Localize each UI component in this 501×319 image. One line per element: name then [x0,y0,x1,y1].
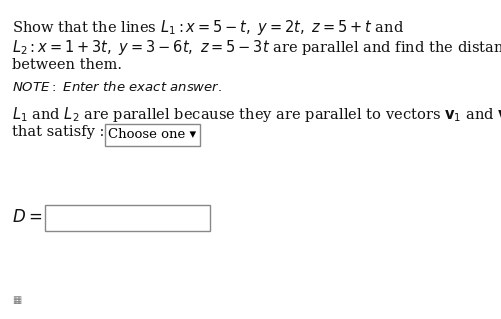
Text: ▦: ▦ [12,295,21,305]
Text: $L_2 : x = 1 + 3t,\ y = 3 - 6t,\ z = 5 - 3t$ are parallel and find the distance: $L_2 : x = 1 + 3t,\ y = 3 - 6t,\ z = 5 -… [12,38,501,57]
Text: between them.: between them. [12,58,122,72]
Text: $\mathit{NOTE{:}\ Enter\ the\ exact\ answer.}$: $\mathit{NOTE{:}\ Enter\ the\ exact\ ans… [12,80,222,94]
Text: that satisfy :: that satisfy : [12,125,109,139]
Text: Choose one ▾: Choose one ▾ [108,129,196,142]
Text: Show that the lines $L_1 : x = 5 - t,\ y = 2t,\ z = 5 + t$ and: Show that the lines $L_1 : x = 5 - t,\ y… [12,18,403,37]
FancyBboxPatch shape [45,205,209,231]
Text: $D =$: $D =$ [12,210,42,226]
Text: $L_1$ and $L_2$ are parallel because they are parallel to vectors $\mathbf{v}_1$: $L_1$ and $L_2$ are parallel because the… [12,105,501,124]
FancyBboxPatch shape [105,124,199,146]
